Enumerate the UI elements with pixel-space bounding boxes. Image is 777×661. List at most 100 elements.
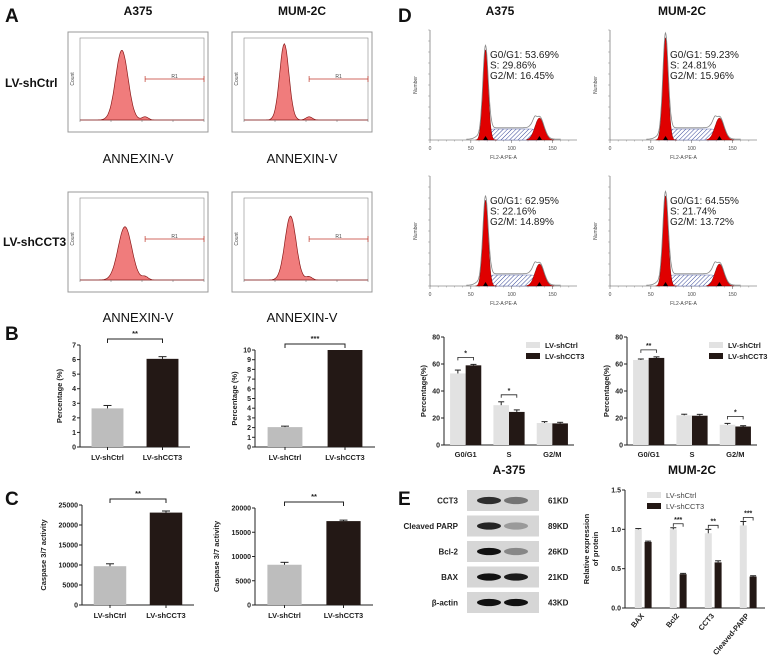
x-tick-label: 100 — [507, 292, 516, 298]
x-tick-label: Cleaved-PARP — [711, 612, 751, 657]
count-axis-label: Count — [70, 72, 76, 86]
y-axis-label: Number — [593, 76, 599, 94]
bar — [450, 373, 466, 445]
bar — [93, 566, 127, 605]
gate-r1-label: R1 — [171, 234, 178, 240]
legend-swatch — [709, 353, 723, 359]
x-tick-label: LV-shCCT3 — [146, 611, 185, 620]
y-tick-label: 5000 — [235, 578, 251, 585]
bar — [648, 357, 665, 445]
chart-c1: 0 5000 10000 15000 20000 25000 Caspase 3/7 act… — [39, 489, 194, 620]
x-tick-label: G2/M — [543, 450, 561, 459]
blot-strip — [467, 541, 539, 562]
y-axis-label: Percentage(%) — [602, 364, 611, 417]
x-tick-label: 100 — [687, 292, 696, 298]
fit-envelope — [646, 190, 741, 287]
chart-c2: 0 5000 10000 15000 20000 Caspase 3/7 activity… — [212, 492, 373, 620]
significance-label: ** — [311, 492, 317, 501]
cycle-stat: G0/G1: 59.23% — [670, 50, 739, 61]
significance-label: ** — [135, 489, 141, 498]
s-phase-region — [663, 274, 720, 287]
protein-band — [477, 573, 501, 581]
chart-e1: 0.0 0.5 1.0 1.5 Relative expression of protei… — [582, 488, 765, 657]
x-tick-label: G2/M — [726, 450, 744, 459]
y-axis-label: Number — [413, 222, 419, 240]
peak-marker-icon — [716, 136, 722, 140]
y-tick-label: 0 — [72, 445, 76, 452]
y-tick-label: 6 — [247, 386, 251, 393]
protein-band — [504, 547, 528, 556]
panel-label-c: C — [5, 489, 19, 510]
bar — [146, 358, 179, 447]
blot-strip — [467, 490, 539, 511]
chart-title: MUM-2C — [668, 463, 716, 477]
blot-size-label: 26KD — [548, 548, 569, 557]
y-tick-label: 15000 — [59, 543, 79, 550]
s-phase-region — [483, 128, 540, 141]
legend-swatch — [709, 342, 723, 348]
xlabel-annexin: ANNEXIN-V — [103, 151, 174, 166]
x-tick-label: 0 — [609, 292, 612, 298]
x-tick-label: LV-shCtrl — [269, 453, 302, 462]
annexin-histogram — [80, 226, 204, 281]
x-tick-label: BAX — [629, 612, 646, 630]
blot-protein-label: CCT3 — [437, 497, 458, 506]
y-tick-label: 40 — [615, 389, 623, 396]
y-axis-label: of protein — [591, 531, 600, 566]
x-tick-label: 100 — [507, 146, 516, 152]
x-tick-label: S — [506, 450, 511, 459]
fit-envelope — [466, 44, 561, 141]
x-tick-label: 50 — [468, 146, 474, 152]
bar — [91, 408, 124, 447]
x-tick-label: CCT3 — [697, 612, 716, 633]
y-tick-label: 0.0 — [611, 606, 621, 613]
x-tick-label: 0 — [609, 146, 612, 152]
y-tick-label: 7 — [247, 377, 251, 384]
y-axis-label: Percentage (%) — [230, 371, 239, 426]
protein-band — [504, 573, 528, 581]
bar — [714, 562, 722, 608]
peak-marker-icon — [483, 282, 489, 286]
x-tick-label: LV-shCCT3 — [324, 611, 363, 620]
cycle-stat: G2/M: 15.96% — [670, 71, 734, 82]
flow-plot-frame — [67, 31, 209, 133]
western-blot: CCT3 61KD Cleaved PARP 89KD Bcl-2 26KD BAX 21KD… — [403, 490, 569, 613]
d-col-header-a375: A375 — [486, 4, 515, 18]
y-tick-label: 80 — [432, 335, 440, 342]
peak-marker-icon — [536, 282, 542, 286]
panel-label-d: D — [398, 6, 412, 27]
y-tick-label: 0.5 — [611, 566, 621, 573]
blot-protein-label: Bcl-2 — [438, 548, 458, 557]
fit-envelope — [646, 31, 741, 141]
y-tick-label: 0 — [619, 443, 623, 450]
blot-size-label: 21KD — [548, 573, 569, 582]
legend-label: LV-shCtrl — [666, 491, 697, 500]
significance-label: ** — [646, 343, 652, 350]
cycle-stat: S: 29.86% — [490, 61, 536, 72]
significance-label: * — [508, 388, 511, 395]
y-axis-label: Percentage(%) — [419, 364, 428, 417]
bar — [552, 423, 568, 445]
y-tick-label: 80 — [615, 335, 623, 342]
cycle-stat: G0/G1: 53.69% — [490, 50, 559, 61]
bar — [493, 405, 509, 445]
y-tick-label: 20 — [615, 416, 623, 423]
peak-marker-icon — [663, 136, 669, 140]
bar — [536, 422, 553, 445]
y-tick-label: 2 — [247, 425, 251, 432]
panel-label-a: A — [5, 6, 19, 27]
xlabel-annexin: ANNEXIN-V — [267, 310, 338, 325]
s-phase-region — [663, 128, 720, 141]
legend-label: LV-shCCT3 — [728, 352, 767, 361]
x-tick-label: LV-shCtrl — [94, 611, 127, 620]
cycle-stat: G0/G1: 64.55% — [670, 196, 739, 207]
y-tick-label: 5 — [72, 372, 76, 379]
row-label-shcct3: LV-shCCT3 — [3, 235, 66, 249]
y-tick-label: 6 — [72, 357, 76, 364]
g2-peak — [526, 263, 555, 287]
legend-swatch — [647, 492, 661, 498]
bar — [149, 512, 183, 605]
bar — [692, 415, 708, 445]
significance-bracket — [742, 517, 754, 521]
y-tick-label: 20000 — [59, 523, 79, 530]
